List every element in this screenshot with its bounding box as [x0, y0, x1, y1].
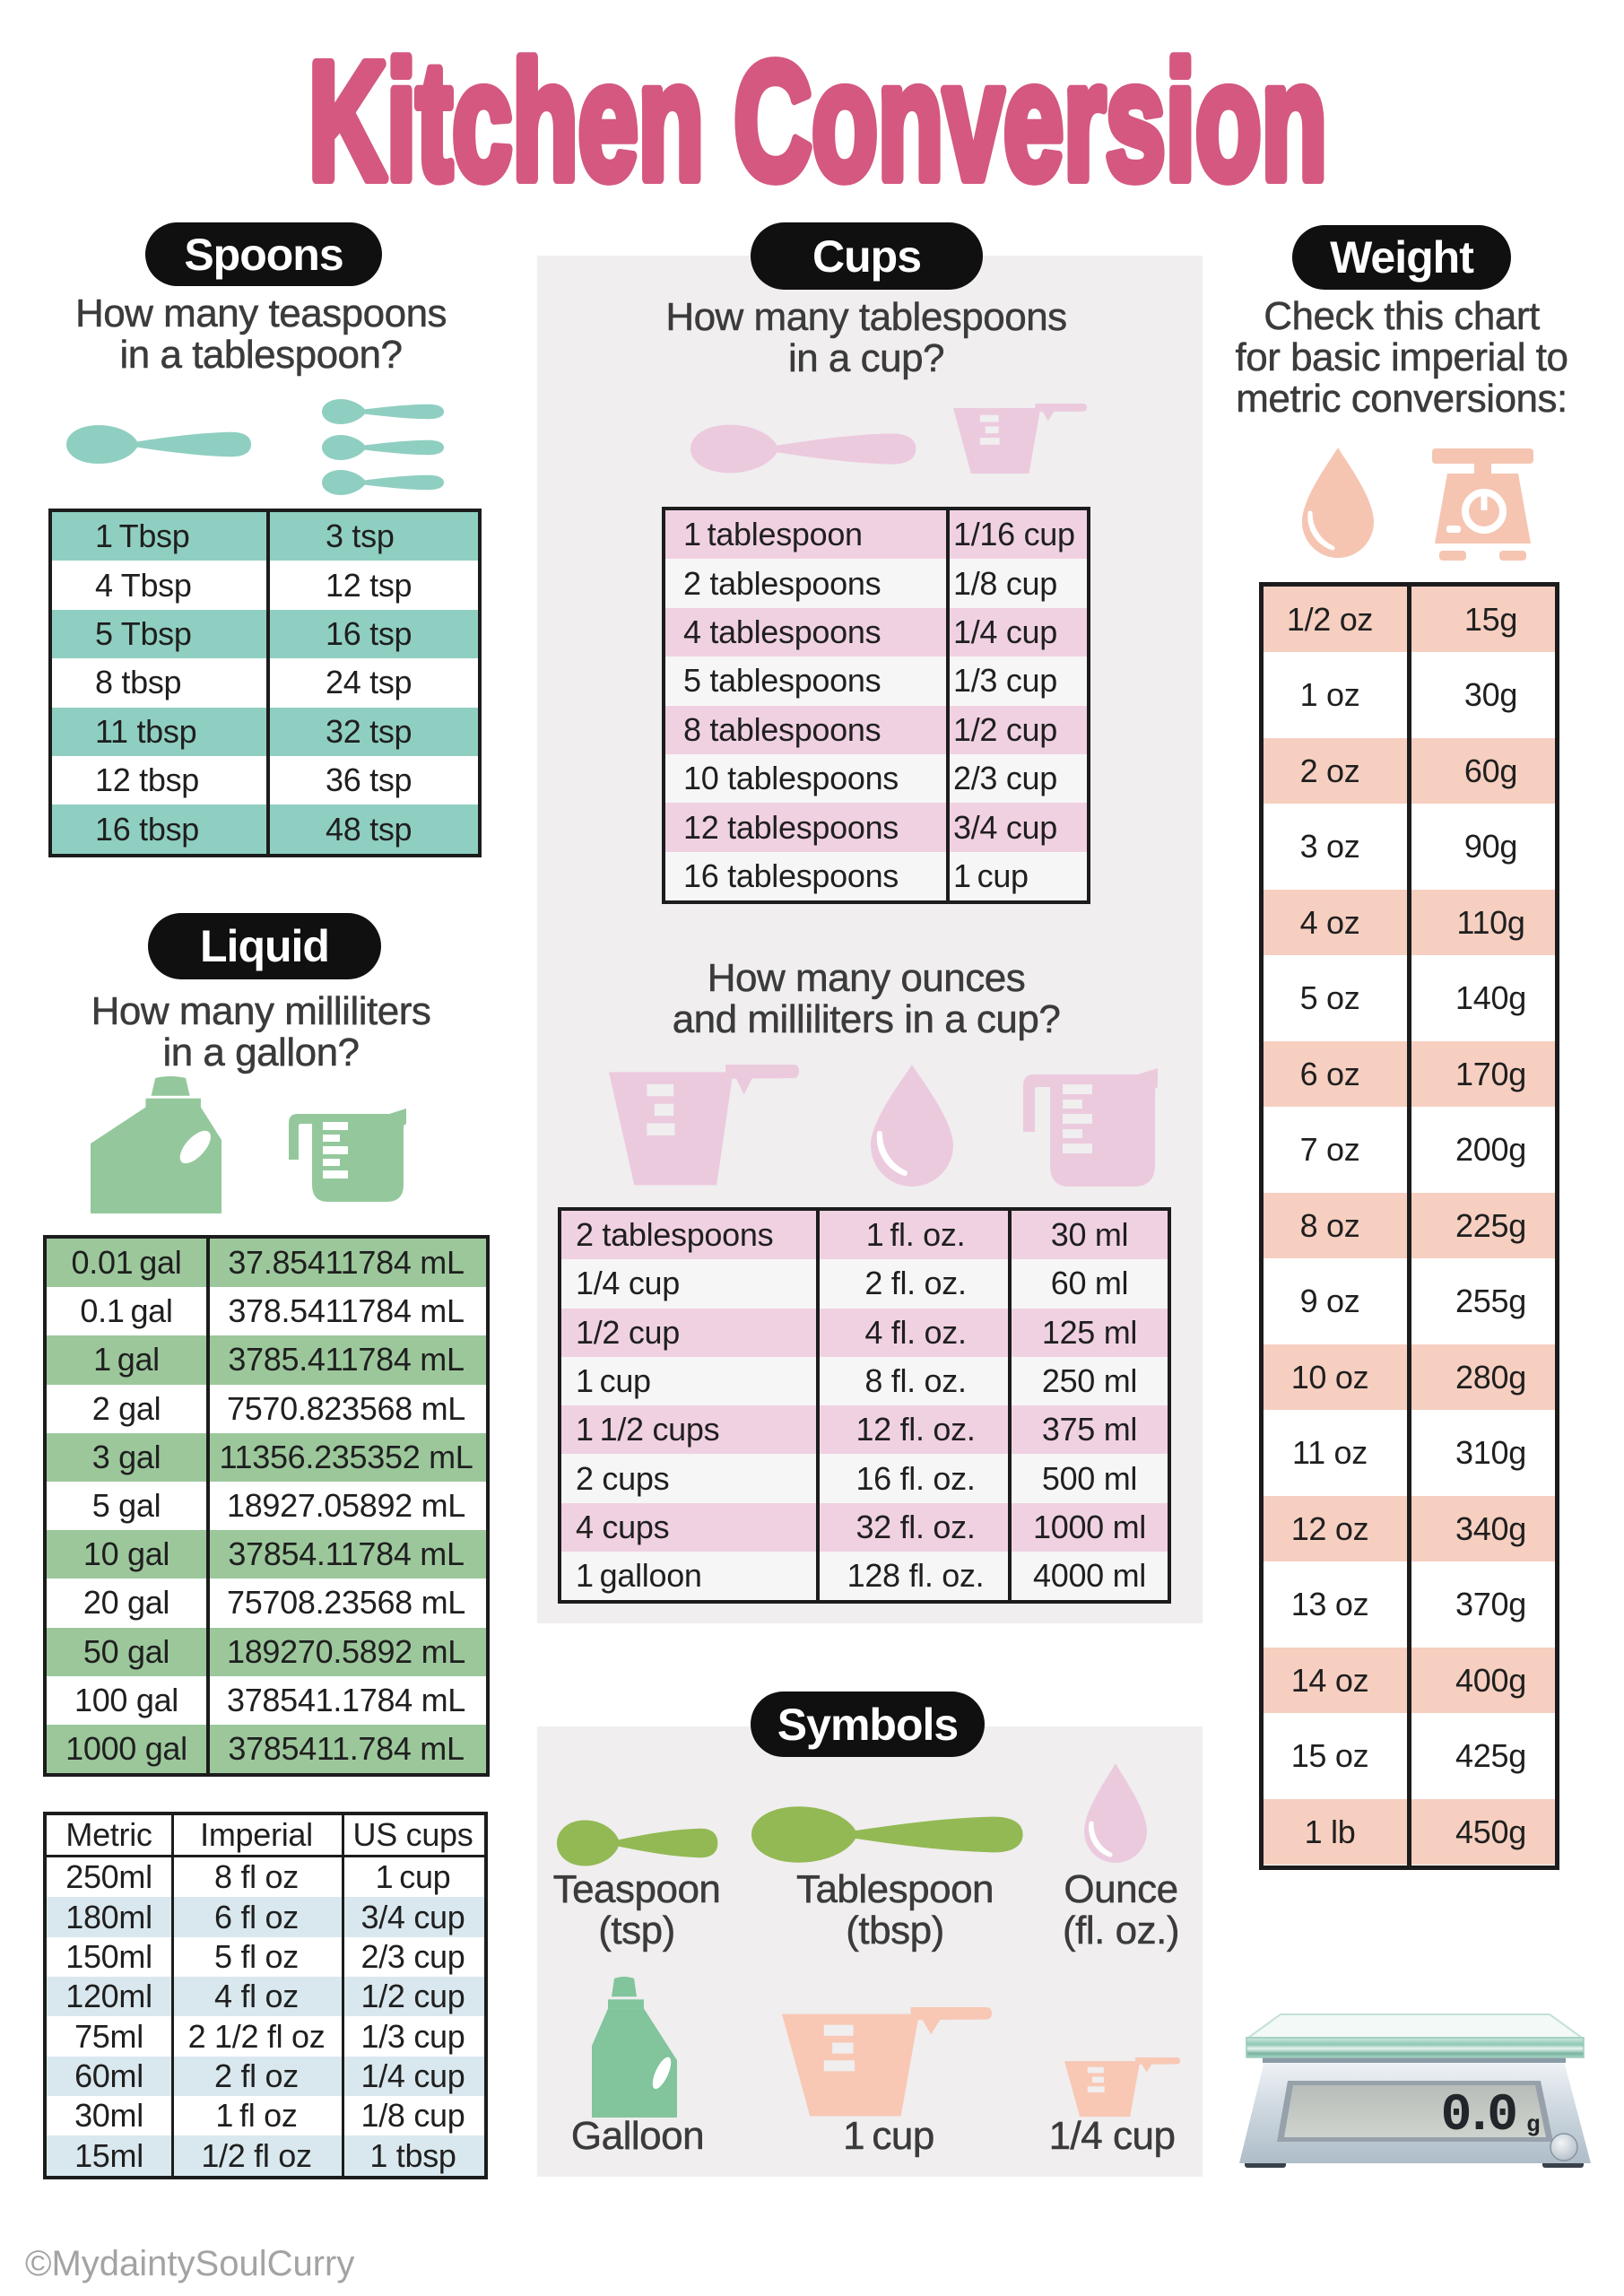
svg-text:g: g: [1526, 2111, 1541, 2138]
svg-text:0.0: 0.0: [1441, 2087, 1516, 2145]
svg-text:Kitchen Conversion: Kitchen Conversion: [308, 29, 1327, 206]
